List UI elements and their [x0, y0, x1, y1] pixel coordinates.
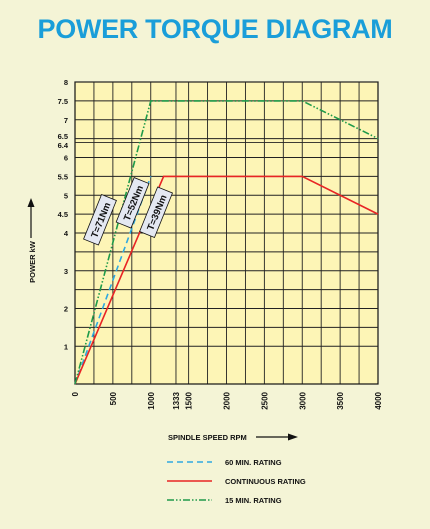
- torque-label-box: [115, 177, 150, 229]
- torque-label-box: [139, 186, 173, 239]
- x-tick-label: 3000: [298, 391, 307, 409]
- y-tick-label: 7.5: [58, 97, 68, 106]
- y-axis-arrow-head: [27, 198, 35, 207]
- y-tick-label: 7: [64, 116, 68, 125]
- x-tick-label: 1000: [147, 391, 156, 409]
- legend-item: 15 MIN. RATING: [167, 496, 282, 505]
- x-tick-label: 4000: [374, 391, 383, 409]
- y-tick-label: 4: [64, 229, 69, 238]
- chart-title: POWER TORQUE DIAGRAM: [37, 14, 393, 44]
- y-tick-label: 5.5: [58, 172, 68, 181]
- legend-label: CONTINUOUS RATING: [225, 477, 306, 486]
- y-tick-label: 6.4: [58, 141, 69, 150]
- x-tick-label: 1500: [185, 391, 194, 409]
- x-axis-label: SPINDLE SPEED RPM: [168, 433, 247, 442]
- y-axis-label: POWER kW: [28, 240, 37, 283]
- legend-label: 60 MIN. RATING: [225, 458, 282, 467]
- y-tick-label: 8: [64, 78, 68, 87]
- torque-label-box: [83, 194, 117, 246]
- y-tick-label: 2: [64, 305, 68, 314]
- x-tick-label: 2000: [223, 391, 232, 409]
- y-tick-label: 1: [64, 342, 68, 351]
- legend-item: CONTINUOUS RATING: [167, 477, 306, 486]
- series-line-continuous-rating: [74, 175, 379, 385]
- y-tick-label: 6.5: [58, 132, 68, 141]
- x-tick-label: 500: [109, 391, 118, 405]
- y-tick-label: 5: [64, 191, 68, 200]
- y-tick-label: 3: [64, 267, 68, 276]
- x-axis-arrow-head: [288, 433, 298, 441]
- y-tick-label: 4.5: [58, 210, 68, 219]
- x-tick-label: 0: [71, 391, 80, 396]
- x-tick-label: 1333: [172, 391, 181, 409]
- legend-label: 15 MIN. RATING: [225, 496, 282, 505]
- x-tick-label: 2500: [260, 391, 269, 409]
- y-tick-label: 6: [64, 154, 68, 163]
- x-tick-label: 3500: [336, 391, 345, 409]
- legend-item: 60 MIN. RATING: [167, 458, 282, 467]
- series-line-15-min-rating: [74, 100, 379, 385]
